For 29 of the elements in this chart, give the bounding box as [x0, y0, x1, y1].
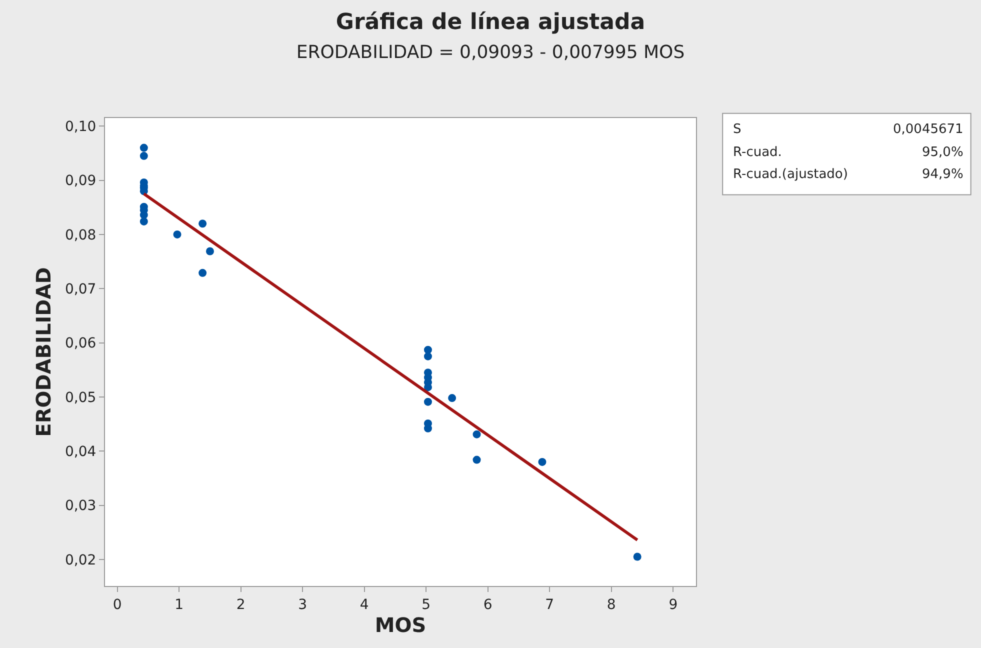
chart-title: Gráfica de línea ajustada	[336, 10, 646, 36]
y-tick-label: 0,07	[65, 282, 96, 298]
text: 0,0045671	[893, 122, 964, 137]
x-tick-label: 9	[668, 596, 678, 613]
x-tick-label: 3	[298, 596, 308, 613]
x-tick-label: 0	[112, 596, 122, 613]
y-tick-label: 0,05	[65, 390, 96, 406]
x-tick-label: 1	[174, 596, 184, 613]
x-tick-label: 2	[236, 596, 246, 613]
x-tick-label: 7	[545, 596, 554, 613]
y-tick-label: 0,03	[65, 498, 96, 514]
y-tick-label: 0,06	[65, 336, 96, 352]
y-axis-title: ERODABILIDAD	[32, 267, 56, 437]
text: R-cuad.	[733, 145, 782, 160]
y-tick-label: 0,09	[65, 173, 96, 190]
x-axis-title: MOS	[374, 612, 426, 637]
text: S	[733, 122, 742, 137]
x-tick-label: 6	[483, 596, 492, 613]
x-tick-label: 8	[606, 596, 616, 613]
chart-subtitle: ERODABILIDAD = 0,09093 - 0,007995 MOS	[296, 42, 685, 63]
text: 95,0%	[922, 145, 964, 160]
x-tick-label: 4	[360, 596, 369, 613]
y-tick-label: 0,10	[65, 119, 96, 136]
y-tick-label: 0,02	[65, 552, 96, 568]
text: R-cuad.(ajustado)	[733, 167, 848, 182]
y-tick-label: 0,04	[65, 444, 96, 460]
x-tick-label: 5	[422, 596, 431, 613]
y-tick-label: 0,08	[65, 227, 96, 244]
text: 94,9%	[922, 167, 964, 182]
